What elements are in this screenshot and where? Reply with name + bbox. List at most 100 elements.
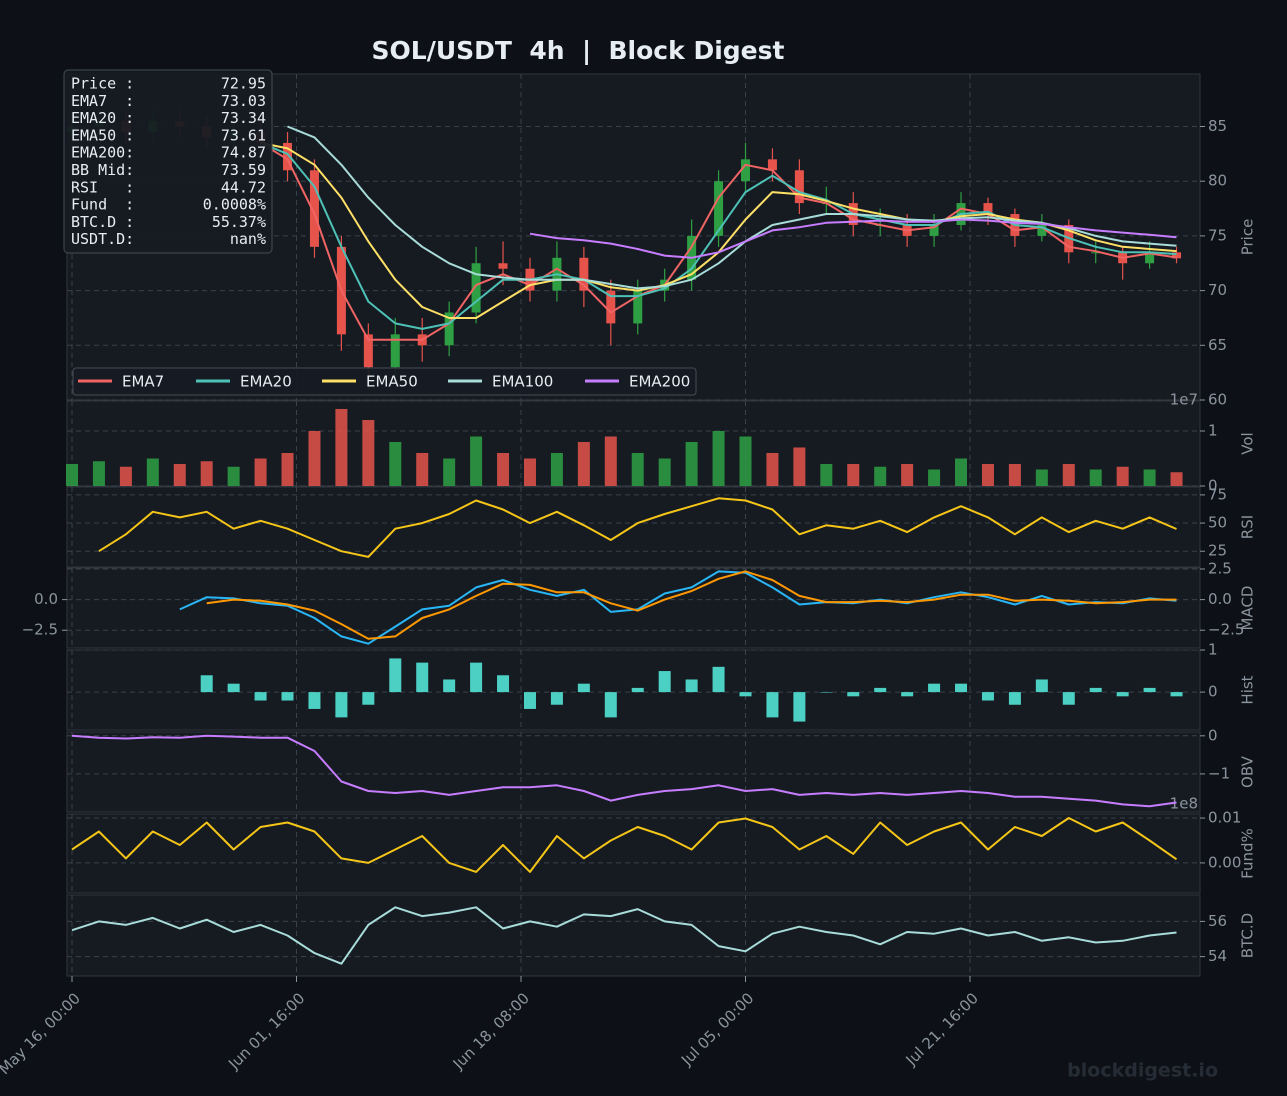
bar bbox=[497, 675, 510, 693]
info-label: RSI : bbox=[71, 178, 134, 196]
candle-body bbox=[1172, 252, 1182, 259]
bar bbox=[523, 692, 536, 709]
info-box bbox=[63, 69, 273, 254]
candle-body bbox=[283, 142, 293, 171]
bar bbox=[928, 469, 941, 486]
info-value: 44.72 bbox=[221, 178, 266, 196]
legend-label: EMA100 bbox=[492, 373, 553, 391]
bar bbox=[1008, 463, 1021, 486]
info-value: 55.37% bbox=[212, 213, 266, 231]
y-tick-label: 1 bbox=[1208, 421, 1218, 439]
bar bbox=[335, 692, 348, 718]
watermark: blockdigest.io bbox=[1067, 1060, 1218, 1082]
bar bbox=[631, 452, 644, 486]
bar bbox=[955, 458, 968, 486]
candle-body bbox=[498, 263, 508, 269]
bar bbox=[901, 463, 914, 486]
candle-body bbox=[363, 334, 373, 368]
axis-label: OBV bbox=[1239, 755, 1257, 788]
bar bbox=[1089, 687, 1102, 693]
legend-label: EMA20 bbox=[240, 373, 292, 391]
legend-label: EMA200 bbox=[629, 373, 690, 391]
info-label: EMA20 : bbox=[71, 109, 134, 127]
chart-title: SOL/USDT 4h | Block Digest bbox=[372, 36, 785, 65]
bar bbox=[766, 452, 779, 486]
bar bbox=[766, 692, 779, 718]
candle-body bbox=[983, 203, 993, 215]
bar bbox=[308, 692, 321, 709]
axis-label: Vol bbox=[1239, 432, 1257, 454]
candle-body bbox=[606, 290, 616, 324]
info-value: 73.34 bbox=[221, 109, 266, 127]
bar bbox=[604, 692, 617, 718]
info-value: 73.03 bbox=[221, 92, 266, 110]
bar bbox=[712, 666, 725, 693]
y-tick-label: 0.0 bbox=[34, 590, 58, 608]
line bbox=[71, 734, 1177, 808]
axis-label: MACD bbox=[1239, 586, 1257, 631]
info-value: 0.0008% bbox=[203, 196, 266, 214]
info-label: EMA200: bbox=[71, 144, 134, 162]
candle-body bbox=[579, 257, 589, 291]
bar bbox=[443, 679, 456, 693]
y-tick-label: 75 bbox=[1208, 226, 1227, 244]
info-label: BTC.D : bbox=[71, 213, 134, 231]
panel bbox=[66, 813, 1201, 894]
y-tick-label: 1 bbox=[1208, 641, 1218, 659]
bar bbox=[1116, 692, 1129, 697]
info-label: EMA50 : bbox=[71, 126, 134, 144]
bar bbox=[523, 458, 536, 486]
bar bbox=[685, 441, 698, 486]
candle-body bbox=[1037, 224, 1047, 236]
bar bbox=[820, 463, 833, 486]
bar bbox=[874, 466, 887, 486]
y-tick-label: 56 bbox=[1208, 912, 1227, 930]
bar bbox=[1143, 687, 1156, 693]
panel bbox=[66, 567, 1201, 649]
bar bbox=[874, 687, 887, 693]
bar bbox=[685, 679, 698, 693]
line bbox=[179, 570, 1177, 645]
y-tick-label: 0 bbox=[1208, 477, 1218, 495]
bar bbox=[1062, 692, 1075, 705]
bar bbox=[793, 692, 806, 722]
bar bbox=[1008, 692, 1021, 705]
info-value: 73.61 bbox=[221, 126, 266, 144]
bar bbox=[1035, 469, 1048, 486]
candle-body bbox=[794, 170, 804, 204]
y-tick-label: 80 bbox=[1208, 172, 1227, 190]
y-tick-label: 50 bbox=[1208, 514, 1227, 532]
line bbox=[260, 141, 1177, 330]
y-tick-label: 0 bbox=[1208, 726, 1218, 744]
bar bbox=[901, 692, 914, 697]
axis-label: Price bbox=[1239, 219, 1257, 256]
y-tick-label: 25 bbox=[1208, 542, 1227, 560]
bar bbox=[739, 692, 752, 697]
panel bbox=[66, 731, 1201, 813]
y-tick-label: 0 bbox=[1208, 683, 1218, 701]
bar bbox=[1035, 679, 1048, 693]
line bbox=[529, 218, 1177, 259]
y-tick-label: −2.5 bbox=[22, 621, 58, 639]
bar bbox=[308, 430, 321, 486]
info-value: nan% bbox=[230, 230, 266, 248]
bar bbox=[200, 461, 213, 486]
panel bbox=[66, 894, 1201, 977]
bar bbox=[362, 419, 375, 486]
y-tick-label: 65 bbox=[1208, 336, 1227, 354]
bar bbox=[712, 430, 725, 486]
bar bbox=[577, 683, 590, 693]
candle-body bbox=[1145, 252, 1155, 264]
offset-label: 1e8 bbox=[1170, 795, 1198, 813]
bar bbox=[577, 441, 590, 486]
axis-label: Fund% bbox=[1239, 828, 1257, 879]
bar bbox=[416, 452, 429, 486]
legend-label: EMA50 bbox=[366, 373, 418, 391]
bar bbox=[955, 683, 968, 693]
y-tick-label: −2.5 bbox=[1208, 621, 1244, 639]
info-value: 72.95 bbox=[221, 75, 266, 93]
bar bbox=[658, 671, 671, 693]
bar bbox=[739, 436, 752, 486]
bar bbox=[847, 692, 860, 697]
bar bbox=[227, 683, 240, 693]
